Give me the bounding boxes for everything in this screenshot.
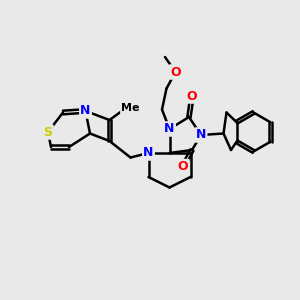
Text: O: O (170, 65, 181, 79)
Text: O: O (187, 89, 197, 103)
Text: N: N (196, 128, 206, 142)
Text: Me: Me (121, 103, 140, 113)
Text: O: O (178, 160, 188, 173)
Text: N: N (164, 122, 175, 136)
Text: N: N (80, 104, 91, 118)
Text: N: N (143, 146, 154, 160)
Text: S: S (44, 125, 52, 139)
